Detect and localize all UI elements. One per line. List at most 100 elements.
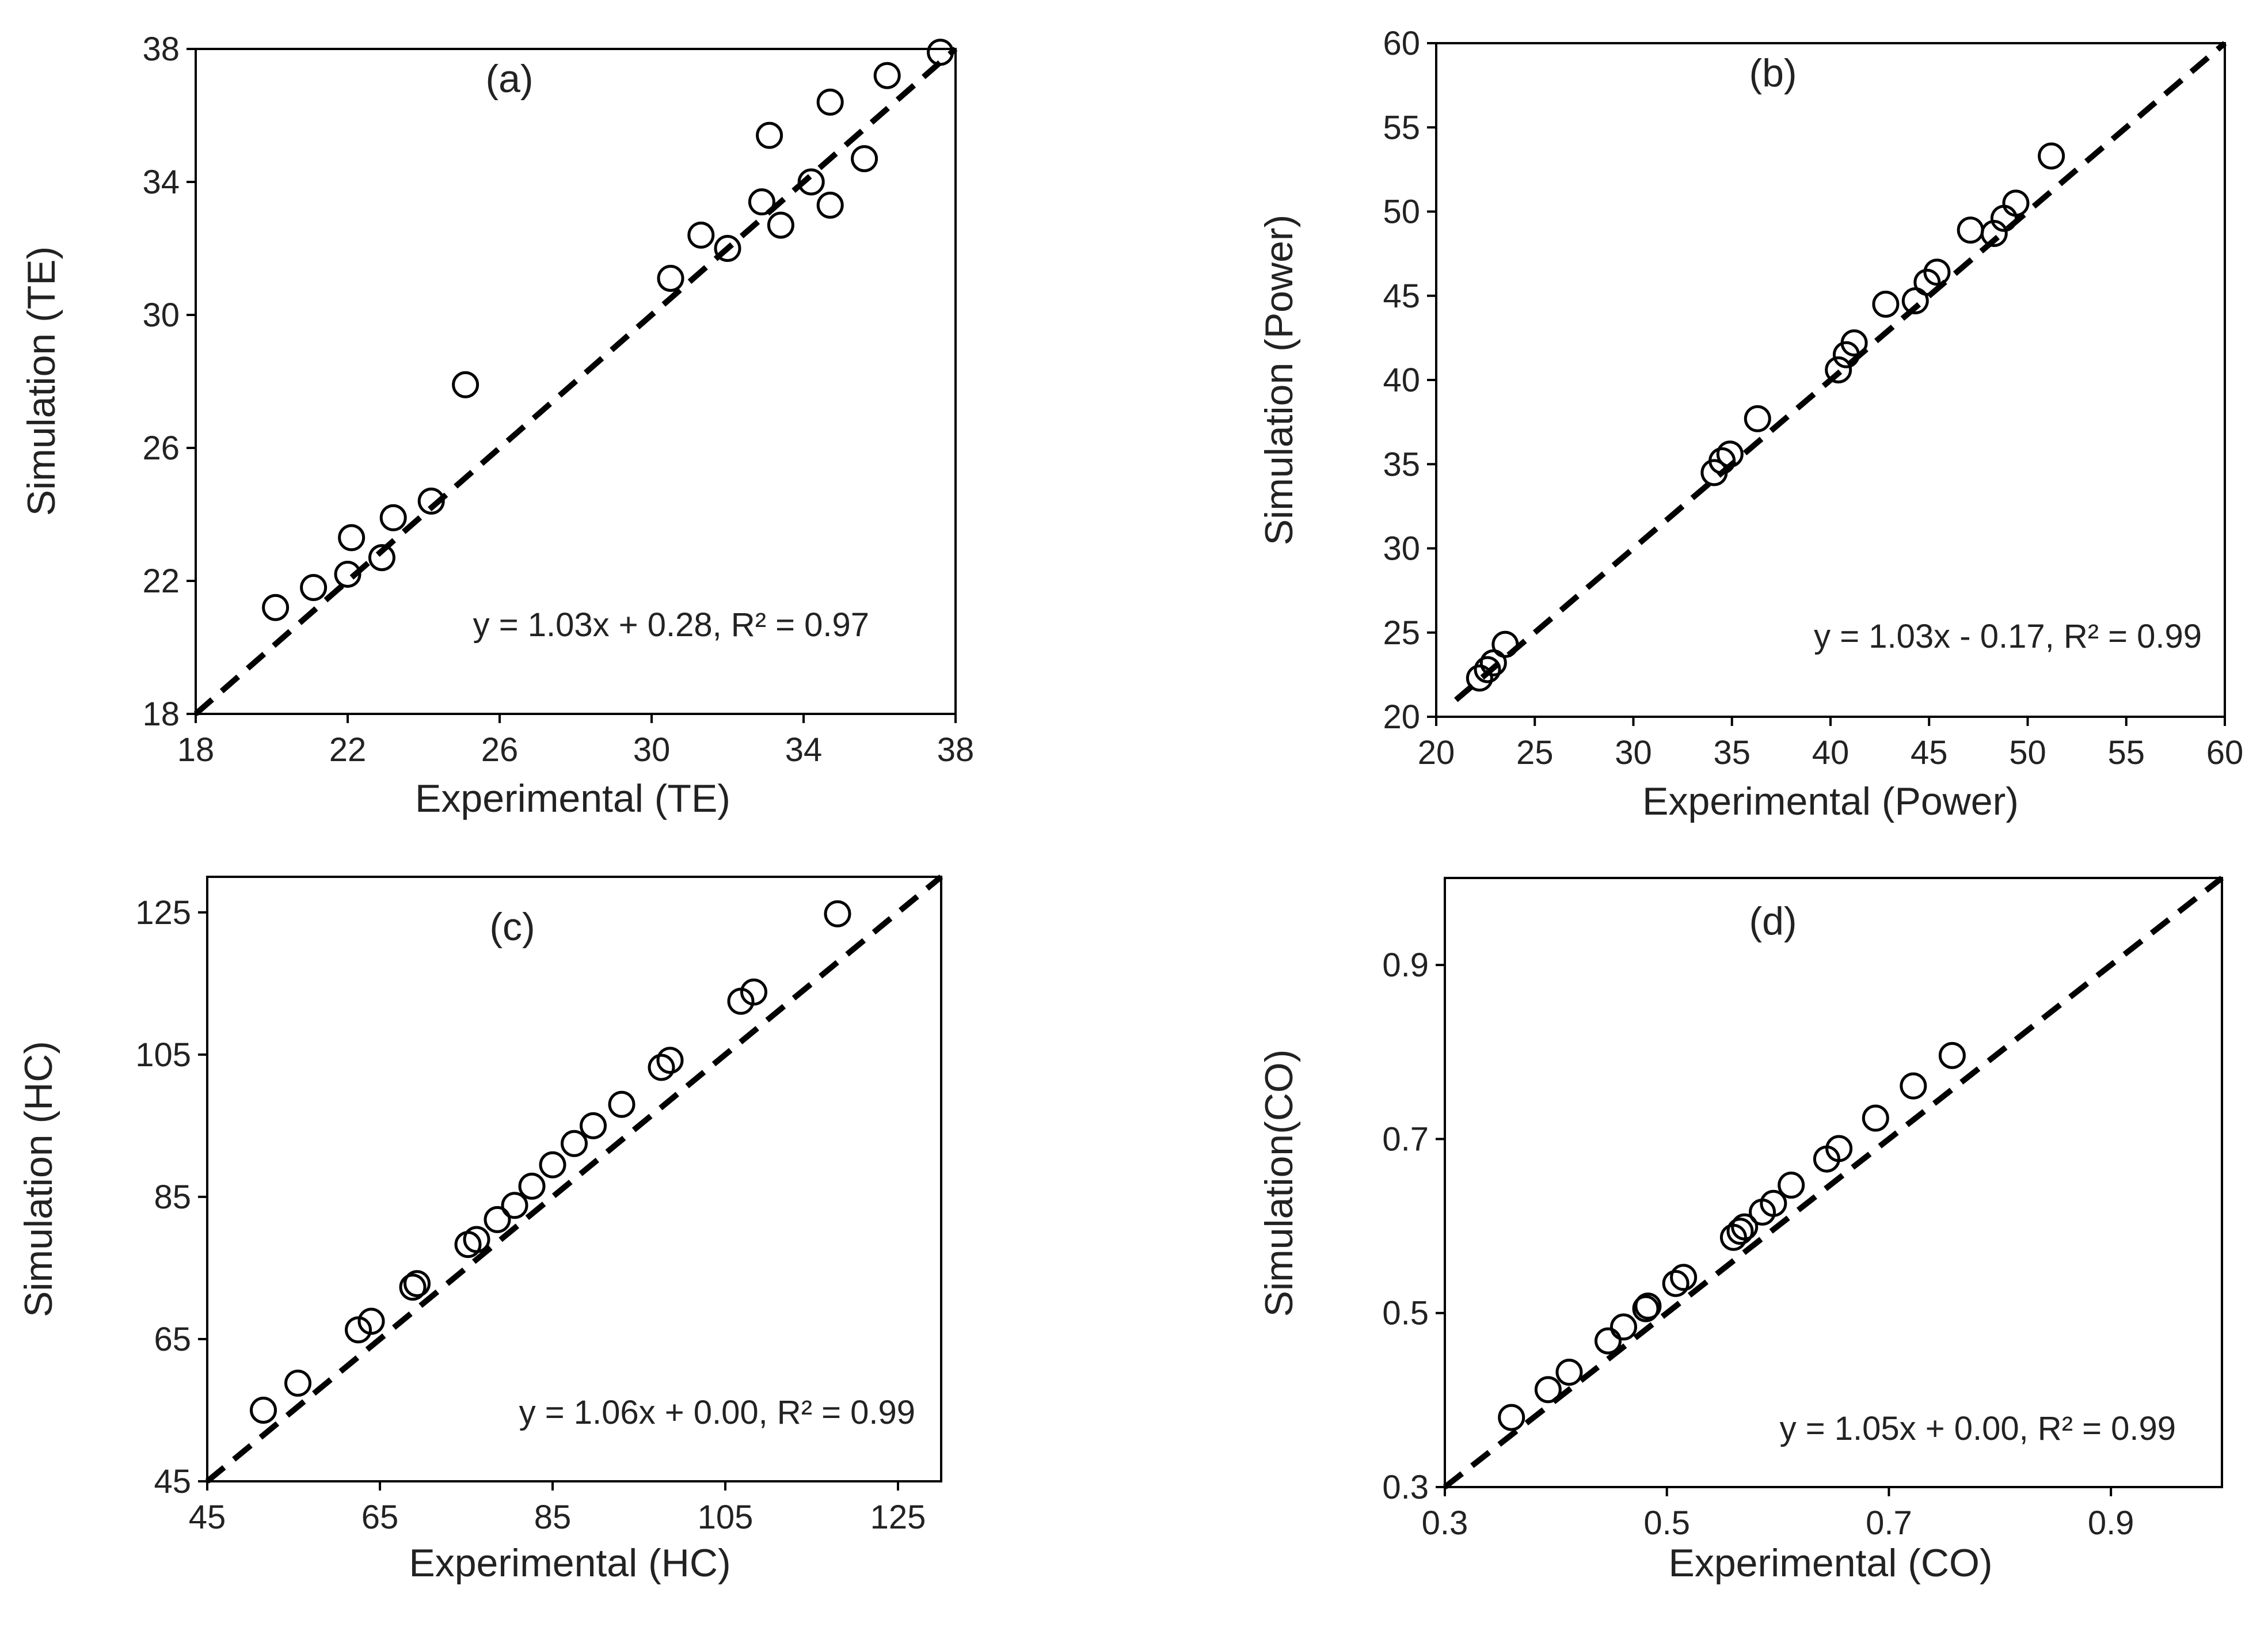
plot-frame [206, 876, 942, 1482]
y-tick-label: 55 [1383, 109, 1420, 146]
data-point [262, 594, 290, 621]
y-tick-label: 65 [154, 1321, 191, 1358]
y-axis-title: Simulation(CO) [1257, 1050, 1301, 1317]
x-tick-label: 0.7 [1866, 1504, 1912, 1542]
reference-line [205, 875, 943, 1484]
data-point [1778, 1172, 1805, 1199]
data-point [1670, 1264, 1698, 1291]
panel-label: (c) [489, 905, 535, 949]
data-point [608, 1090, 636, 1118]
y-tick-label: 0.5 [1382, 1295, 1429, 1332]
data-point [1872, 290, 1900, 318]
data-point [657, 264, 684, 292]
scatter-panel-d: 0.3 0.5 0.7 0.9 0.3 0.5 0.7 0.9 (d) y = 1.05x + 0… [1257, 876, 2224, 1585]
data-point [580, 1112, 607, 1139]
y-tick-label: 40 [1383, 362, 1420, 399]
data-point [1760, 1189, 1787, 1217]
x-tick-label: 60 [2206, 734, 2244, 771]
y-tick-label: 60 [1383, 25, 1420, 62]
x-tick-label: 125 [870, 1499, 926, 1536]
x-axis-title: Experimental (Power) [1642, 780, 2019, 823]
data-point [357, 1307, 385, 1335]
reference-line [1454, 41, 2227, 702]
y-tick-label: 125 [135, 894, 191, 932]
data-point [300, 574, 328, 602]
x-tick-label: 65 [361, 1499, 399, 1536]
y-tick-label: 45 [154, 1463, 191, 1500]
data-point [518, 1172, 546, 1200]
data-point [1632, 1295, 1660, 1322]
data-point [1708, 447, 1736, 474]
y-tick-label: 0.9 [1382, 946, 1429, 984]
data-point [797, 168, 825, 196]
data-point [767, 211, 794, 239]
data-point [368, 544, 395, 572]
y-tick-label: 85 [154, 1178, 191, 1216]
data-point [873, 62, 901, 89]
regression-equation: y = 1.03x + 0.28, R² = 0.97 [473, 606, 869, 644]
x-axis-title: Experimental (HC) [409, 1541, 730, 1585]
y-tick-label: 105 [135, 1036, 191, 1074]
data-point [816, 191, 844, 219]
panel-label: (d) [1749, 899, 1797, 943]
data-point [687, 221, 715, 249]
x-tick-label: 18 [177, 731, 215, 769]
data-point [756, 121, 783, 149]
data-point [334, 560, 361, 588]
y-tick-label: 0.3 [1382, 1469, 1429, 1506]
data-point [1957, 216, 1984, 244]
data-point [1913, 268, 1941, 296]
x-tick-label: 20 [1418, 734, 1455, 771]
data-point [417, 487, 445, 515]
data-point [452, 371, 480, 398]
x-tick-label: 34 [785, 731, 823, 769]
data-point [824, 900, 851, 927]
data-point [748, 188, 775, 216]
data-point [816, 88, 844, 116]
data-point [1466, 664, 1493, 692]
reference-line [193, 47, 958, 716]
data-point [851, 145, 878, 173]
data-point [2038, 142, 2065, 170]
x-tick-label: 38 [937, 731, 975, 769]
data-point [1731, 1213, 1759, 1241]
data-point [561, 1130, 588, 1157]
data-point [1900, 1072, 1927, 1100]
x-tick-label: 22 [329, 731, 367, 769]
data-point [338, 524, 366, 552]
data-point [1498, 1404, 1525, 1431]
scatter-panel-b: 20 25 30 35 40 45 50 55 60 20 25 30 35 40 45 50 55 60 (b) y… [1257, 25, 2244, 823]
x-tick-label: 45 [189, 1499, 226, 1536]
y-tick-label: 45 [1383, 277, 1420, 315]
plot-frame [1444, 877, 2223, 1488]
plot-frame [195, 48, 957, 715]
data-point [1491, 630, 1519, 658]
data-point [2002, 189, 2030, 217]
data-point [656, 1047, 684, 1074]
data-point [1662, 1269, 1689, 1297]
y-tick-label: 25 [1383, 614, 1420, 652]
x-tick-label: 40 [1812, 734, 1850, 771]
scatter-panel-a: 18 22 26 30 34 38 18 22 26 30 34 38 (a) y = 1.03x + 0… [20, 31, 975, 820]
x-tick-label: 55 [2107, 734, 2145, 771]
x-axis-title: Experimental (TE) [415, 777, 730, 820]
data-point [648, 1054, 675, 1081]
data-point [1634, 1292, 1662, 1320]
data-point [1980, 220, 2008, 248]
data-point [1595, 1327, 1622, 1355]
y-tick-label: 30 [1383, 530, 1420, 568]
y-tick-label: 0.7 [1382, 1120, 1429, 1158]
data-point [1716, 440, 1744, 468]
data-point [1555, 1358, 1583, 1386]
y-tick-label: 34 [142, 164, 180, 201]
x-tick-label: 35 [1713, 734, 1751, 771]
data-point [284, 1370, 311, 1397]
x-tick-label: 45 [1911, 734, 1948, 771]
y-tick-label: 26 [142, 429, 180, 467]
scatter-panel-c: 45 65 85 105 125 45 65 85 105 125 (c) y = 1.06x + 0… [17, 875, 943, 1585]
data-point [1923, 258, 1951, 286]
regression-equation: y = 1.05x + 0.00, R² = 0.99 [1780, 1410, 2176, 1447]
x-axis-title: Experimental (CO) [1668, 1541, 1992, 1585]
data-point [399, 1273, 427, 1301]
